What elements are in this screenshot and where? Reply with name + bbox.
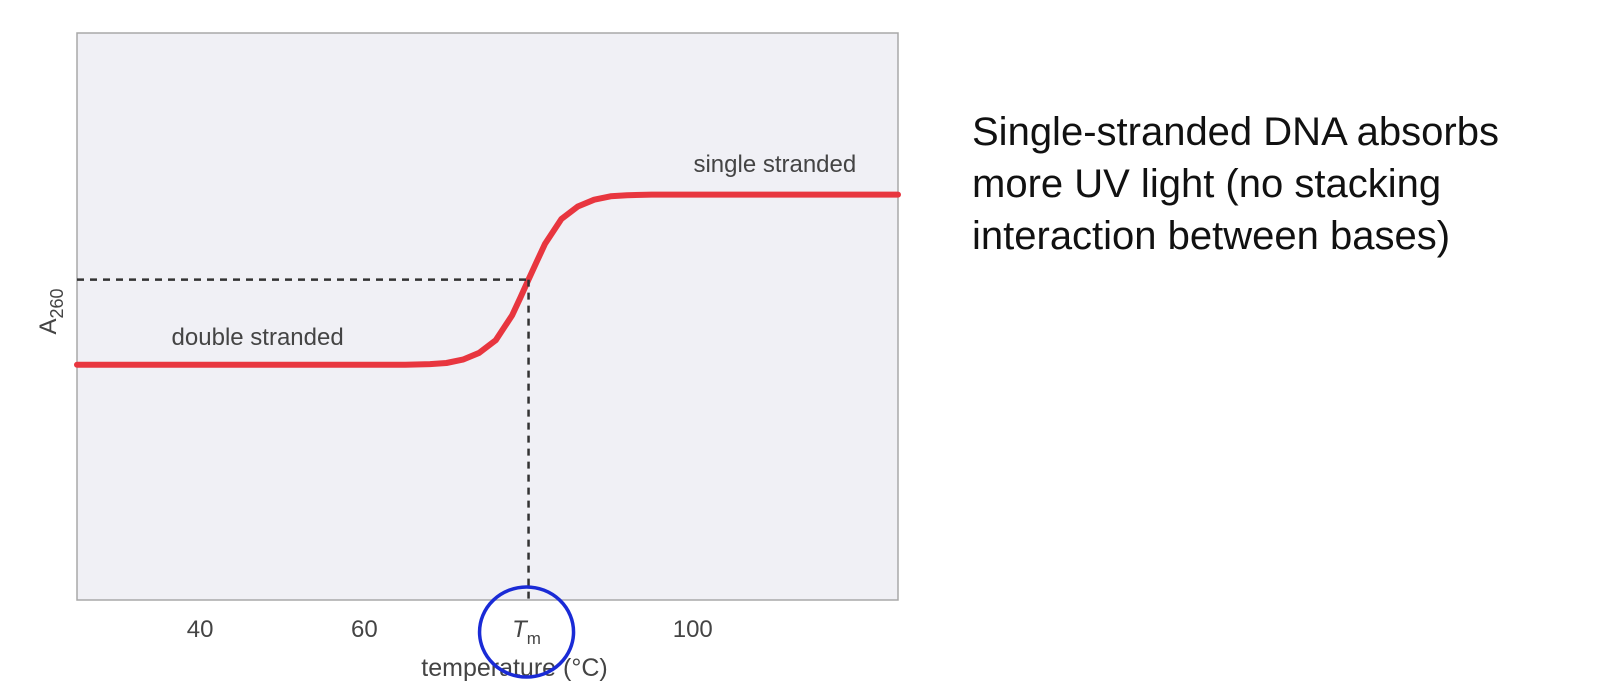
x-tick-label: 40 (187, 616, 214, 643)
tm-highlight-circle (477, 585, 576, 679)
melting-curve-line (74, 191, 901, 368)
curve-annotation: single stranded (693, 151, 856, 178)
side-note-line: more UV light (no stacking (972, 162, 1442, 206)
tm-tick-label: Tm (512, 616, 541, 648)
side-note-line: Single-stranded DNA absorbs (972, 110, 1499, 154)
x-axis-label: temperature (°C) (421, 654, 607, 682)
curve-annotation: double stranded (172, 324, 344, 351)
plot-area (76, 32, 899, 601)
y-axis-label: A260 (35, 288, 67, 334)
x-tick-label: 100 (673, 616, 713, 643)
melting-curve-chart: double stranded single stranded 40 60 100 Tm t… (35, 32, 901, 682)
x-tick-label: 60 (351, 616, 378, 643)
side-note-line: interaction between bases) (972, 214, 1451, 258)
side-note: Single-stranded DNA absorbs more UV ligh… (972, 106, 1592, 262)
